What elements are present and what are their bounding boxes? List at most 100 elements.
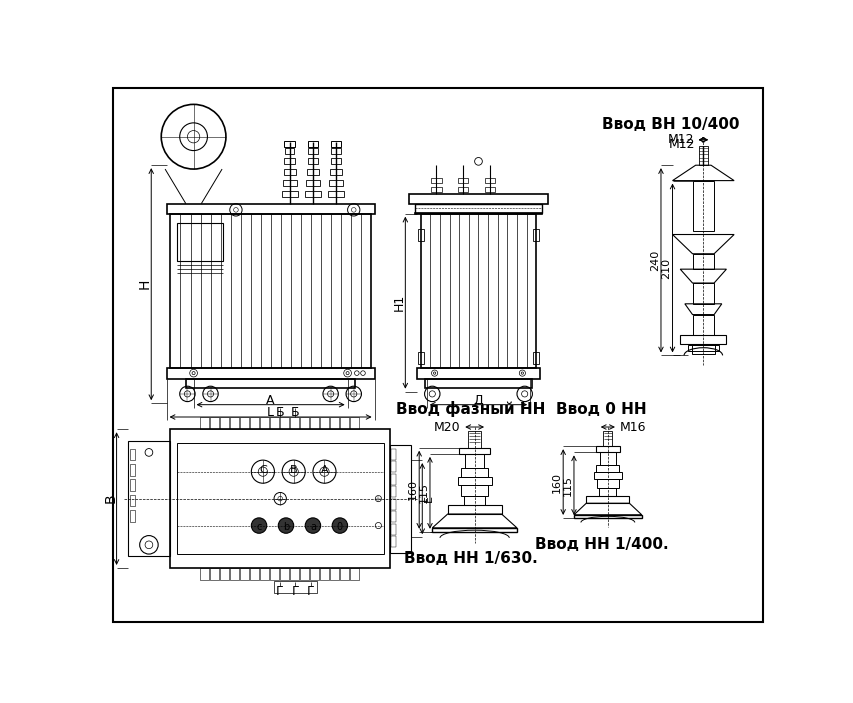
Bar xyxy=(320,568,328,580)
Text: L: L xyxy=(267,406,274,419)
Bar xyxy=(594,472,621,479)
Bar xyxy=(692,181,713,231)
Bar xyxy=(692,254,713,269)
Bar xyxy=(310,568,318,580)
Text: М12: М12 xyxy=(669,138,695,151)
Bar xyxy=(595,446,619,453)
Bar xyxy=(391,486,396,497)
Bar xyxy=(447,505,501,514)
Bar xyxy=(166,368,374,378)
Bar xyxy=(220,568,229,580)
Bar xyxy=(391,536,396,547)
Text: 210: 210 xyxy=(660,257,670,278)
Bar xyxy=(210,417,218,430)
Bar xyxy=(310,417,318,430)
Text: Ввод фазный НН: Ввод фазный НН xyxy=(396,401,545,417)
Text: М20: М20 xyxy=(433,420,461,434)
Bar xyxy=(240,568,248,580)
Bar xyxy=(128,441,171,556)
Bar xyxy=(300,417,308,430)
Bar xyxy=(463,496,485,505)
Bar xyxy=(260,417,269,430)
Text: B: B xyxy=(289,465,297,475)
Bar xyxy=(691,344,714,354)
Bar xyxy=(284,158,295,165)
Bar xyxy=(459,448,490,454)
Bar xyxy=(171,430,390,568)
Bar xyxy=(414,213,542,214)
Text: Е: Е xyxy=(423,495,433,502)
Text: Ввод ВН 10/400: Ввод ВН 10/400 xyxy=(601,117,739,131)
Bar xyxy=(391,449,396,460)
Bar xyxy=(350,417,358,430)
Bar xyxy=(290,568,299,580)
Bar xyxy=(131,449,135,460)
Bar xyxy=(391,511,396,522)
Bar xyxy=(599,488,616,496)
Text: a: a xyxy=(310,522,316,532)
Bar xyxy=(350,568,358,580)
Bar xyxy=(680,335,726,344)
Bar xyxy=(328,180,343,186)
Bar xyxy=(485,178,495,183)
Bar xyxy=(391,461,396,472)
Bar xyxy=(331,148,340,154)
Text: 0: 0 xyxy=(336,522,343,532)
Bar xyxy=(688,344,718,351)
Bar xyxy=(220,417,229,430)
Bar xyxy=(586,496,629,503)
Bar xyxy=(305,191,320,197)
Bar xyxy=(305,180,320,186)
Bar xyxy=(457,477,491,485)
Bar xyxy=(230,417,238,430)
Circle shape xyxy=(332,518,347,534)
Bar xyxy=(532,352,539,364)
Bar xyxy=(330,158,341,165)
Bar xyxy=(177,223,223,262)
Bar xyxy=(430,178,441,183)
Bar xyxy=(330,417,339,430)
Bar xyxy=(485,187,495,192)
Bar xyxy=(280,417,288,430)
Bar xyxy=(692,283,713,304)
Bar xyxy=(328,191,343,197)
Text: Н1: Н1 xyxy=(392,294,405,311)
Bar xyxy=(339,417,348,430)
Bar xyxy=(306,169,319,175)
Bar xyxy=(692,314,713,335)
Text: В: В xyxy=(103,494,117,503)
Text: А: А xyxy=(266,394,275,406)
Bar xyxy=(532,229,539,240)
Bar xyxy=(280,568,288,580)
Text: Ввод 0 НН: Ввод 0 НН xyxy=(555,402,647,417)
Bar xyxy=(166,204,374,214)
Bar xyxy=(260,568,269,580)
Bar xyxy=(300,568,308,580)
Bar xyxy=(131,510,135,522)
Text: М16: М16 xyxy=(618,420,645,434)
Bar xyxy=(177,443,383,554)
Bar xyxy=(596,479,618,488)
Bar xyxy=(457,187,468,192)
Bar xyxy=(186,378,355,388)
Bar xyxy=(230,568,238,580)
Bar xyxy=(307,141,318,147)
Bar xyxy=(131,464,135,475)
Bar xyxy=(282,180,297,186)
Bar xyxy=(391,474,396,484)
Text: М12: М12 xyxy=(667,134,693,146)
Text: Д: Д xyxy=(473,394,483,406)
Bar xyxy=(468,431,480,448)
Bar xyxy=(391,498,396,510)
Bar xyxy=(595,465,618,472)
Text: Г: Г xyxy=(276,584,283,598)
Bar xyxy=(171,214,370,368)
Bar xyxy=(573,515,641,518)
Text: Б: Б xyxy=(291,406,299,419)
Bar xyxy=(284,141,295,147)
Bar xyxy=(417,229,423,240)
Text: Ввод НН 1/630.: Ввод НН 1/630. xyxy=(403,551,537,566)
Bar xyxy=(698,146,707,165)
Bar xyxy=(421,214,536,368)
Bar xyxy=(339,568,348,580)
